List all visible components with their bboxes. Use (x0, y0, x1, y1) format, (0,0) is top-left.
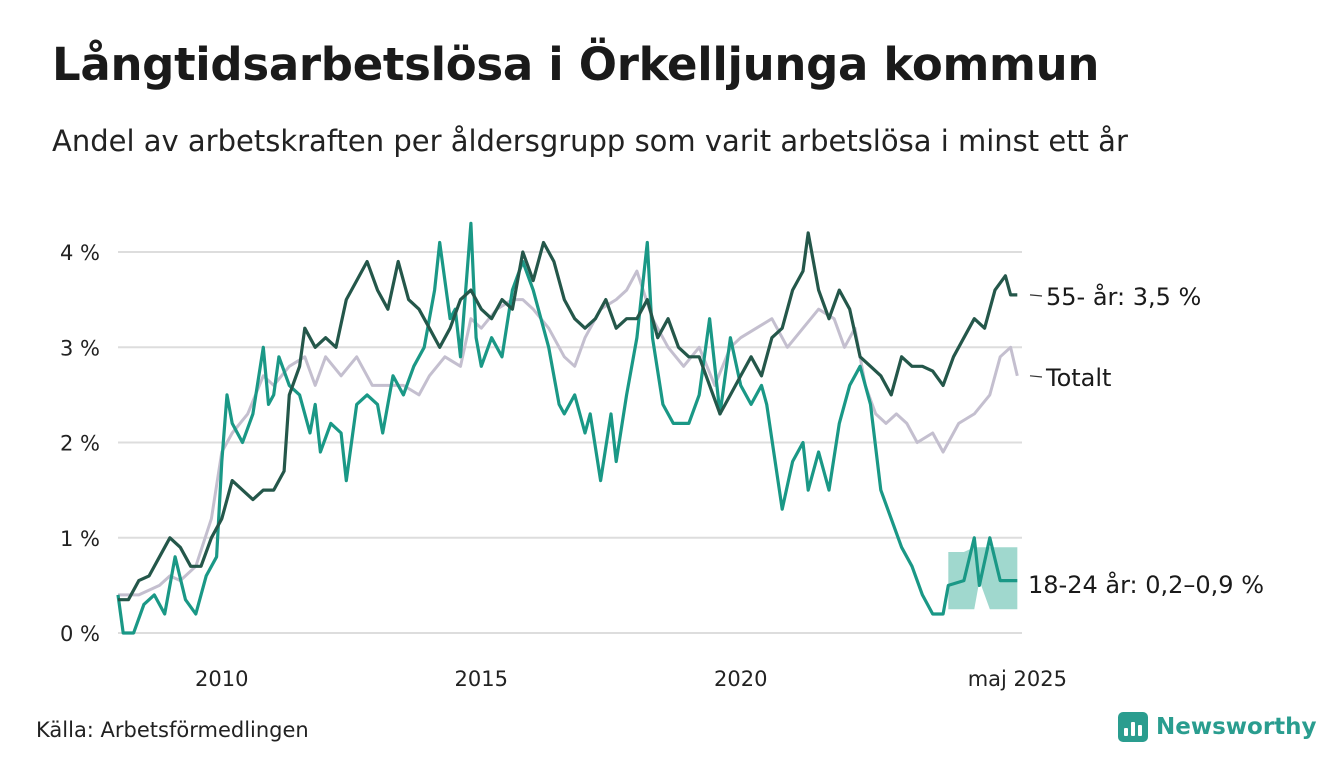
end-label-leader (1029, 294, 1043, 297)
brand-name: Newsworthy (1156, 714, 1317, 740)
series-line-youth (116, 221, 1018, 635)
series-lines (116, 221, 1019, 635)
end-label-leader (1029, 375, 1043, 378)
y-axis-ticks: 0 % 1 % 2 % 3 % 4 % (60, 241, 100, 646)
y-tick-label: 0 % (60, 622, 100, 646)
y-tick-label: 4 % (60, 241, 100, 265)
end-label-total: Totalt (1045, 364, 1111, 392)
x-axis-ticks: 2010 2015 2020 maj 2025 (195, 667, 1067, 691)
y-tick-label: 1 % (60, 527, 100, 551)
youth-uncertainty-band (948, 547, 1018, 610)
x-tick-label: 2015 (455, 667, 508, 691)
end-label-youth: 18-24 år: 0,2–0,9 % (1028, 570, 1264, 599)
brand-logo[interactable]: Newsworthy (1118, 712, 1317, 742)
y-tick-label: 2 % (60, 432, 100, 456)
series-line-total (118, 269, 1019, 597)
chart-subtitle: Andel av arbetskraften per åldersgrupp s… (52, 124, 1128, 158)
x-tick-label: maj 2025 (968, 667, 1067, 691)
x-tick-label: 2010 (195, 667, 248, 691)
source-note: Källa: Arbetsförmedlingen (36, 718, 309, 742)
gridlines (118, 251, 1022, 634)
newsworthy-logo-icon (1118, 712, 1148, 742)
series-line-series55 (118, 231, 1018, 602)
end-labels: 55- år: 3,5 % Totalt 18-24 år: 0,2–0,9 % (1028, 282, 1264, 599)
x-tick-label: 2020 (714, 667, 767, 691)
end-label-series55: 55- år: 3,5 % (1046, 282, 1201, 311)
y-tick-label: 3 % (60, 336, 100, 360)
chart-title: Långtidsarbetslösa i Örkelljunga kommun (52, 38, 1100, 91)
